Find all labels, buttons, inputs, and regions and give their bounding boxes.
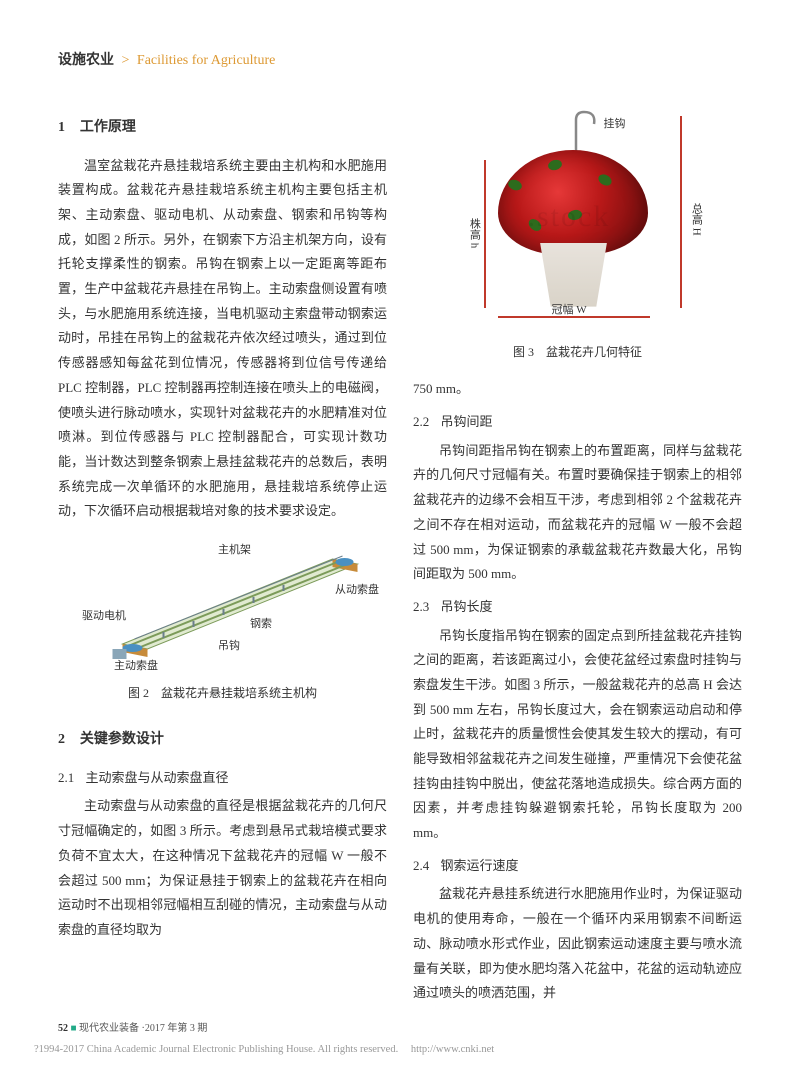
fig3-label-H: 总高 H <box>686 203 707 236</box>
section-2-1-heading: 2.1 主动索盘与从动索盘直径 <box>58 766 387 791</box>
paragraph-2-3: 吊钩长度指吊钩在钢索的固定点到所挂盆栽花卉挂钩之间的距离，若该距离过小，会使花盆… <box>413 624 742 846</box>
section-2-1-title: 主动索盘与从动索盘直径 <box>86 770 229 785</box>
section-2-3-heading: 2.3 吊钩长度 <box>413 595 742 620</box>
section-2-3-title: 吊钩长度 <box>441 599 493 614</box>
section-2-4-title: 钢索运行速度 <box>441 858 519 873</box>
paragraph-2-1: 主动索盘与从动索盘的直径是根据盆栽花卉的几何尺寸冠幅确定的，如图 3 所示。考虑… <box>58 794 387 942</box>
section-2-3-num: 2.3 <box>413 599 429 614</box>
fig2-label-hook: 吊钩 <box>218 636 240 657</box>
header-cn: 设施农业 <box>58 53 114 68</box>
content-columns: 1 工作原理 温室盆栽花卉悬挂栽培系统主要由主机构和水肥施用装置构成。盆栽花卉悬… <box>58 103 742 1008</box>
left-column: 1 工作原理 温室盆栽花卉悬挂栽培系统主要由主机构和水肥施用装置构成。盆栽花卉悬… <box>58 103 387 1008</box>
section-2-2-num: 2.2 <box>413 414 429 429</box>
header-sep: > <box>122 53 130 68</box>
paragraph-2-4: 盆栽花卉悬挂系统进行水肥施用作业时，为保证驱动电机的使用寿命，一般在一个循环内采… <box>413 882 742 1005</box>
paragraph-2-2: 吊钩间距指吊钩在钢索上的布置距离，同样与盆栽花卉的几何尺寸冠幅有关。布置时要确保… <box>413 439 742 587</box>
header-en: Facilities for Agriculture <box>137 53 275 68</box>
pot-icon <box>536 243 612 307</box>
section-1-title: 工作原理 <box>80 120 136 135</box>
footer-issue: ·2017 年第 3 期 <box>142 1023 208 1034</box>
page-number: 52 <box>58 1023 68 1034</box>
section-1-heading: 1 工作原理 <box>58 107 387 144</box>
figure-2: 主机架 驱动电机 从动索盘 钢索 吊钩 主动索盘 <box>58 534 387 674</box>
figure-2-caption: 图 2 盆栽花卉悬挂栽培系统主机构 <box>58 682 387 705</box>
section-2-heading: 2 关键参数设计 <box>58 719 387 756</box>
paragraph-cont: 750 mm。 <box>413 377 742 402</box>
section-1-num: 1 <box>58 120 65 135</box>
fig2-label-driving: 主动索盘 <box>114 656 158 677</box>
fig3-label-W: 冠幅 W <box>552 300 587 321</box>
fig2-label-cable: 钢索 <box>250 614 272 635</box>
figure-3-caption: 图 3 盆栽花卉几何特征 <box>413 341 742 364</box>
copyright-link: http://www.cnki.net <box>411 1044 494 1055</box>
fig2-label-motor: 驱动电机 <box>82 606 126 627</box>
fig2-label-driven: 从动索盘 <box>335 580 379 601</box>
paragraph-1: 温室盆栽花卉悬挂栽培系统主要由主机构和水肥施用装置构成。盆栽花卉悬挂栽培系统主机… <box>58 154 387 524</box>
section-2-4-heading: 2.4 钢索运行速度 <box>413 854 742 879</box>
footer-journal: 现代农业装备 <box>79 1023 139 1034</box>
copyright-text: ?1994-2017 China Academic Journal Electr… <box>34 1044 398 1055</box>
page-header: 设施农业 > Facilities for Agriculture <box>58 48 742 75</box>
section-2-1-num: 2.1 <box>58 770 74 785</box>
page-footer: 52 ■ 现代农业装备 ·2017 年第 3 期 <box>58 1019 207 1038</box>
section-2-num: 2 <box>58 732 65 747</box>
fig3-label-hook: 挂钩 <box>604 114 626 135</box>
right-column: .stock 挂钩 总高 H 株高 h 冠幅 W 图 3 盆栽花卉几何特征 75… <box>413 103 742 1008</box>
footer-square-icon: ■ <box>71 1023 77 1034</box>
fig2-label-frame: 主机架 <box>218 540 251 561</box>
section-2-title: 关键参数设计 <box>80 732 164 747</box>
section-2-2-heading: 2.2 吊钩间距 <box>413 410 742 435</box>
fig3-label-h: 株高 h <box>464 218 485 248</box>
section-2-4-num: 2.4 <box>413 858 429 873</box>
copyright-line: ?1994-2017 China Academic Journal Electr… <box>34 1040 494 1060</box>
section-2-2-title: 吊钩间距 <box>441 414 493 429</box>
fig3-arrow-H <box>680 116 682 308</box>
figure-3: .stock 挂钩 总高 H 株高 h 冠幅 W <box>413 103 742 333</box>
